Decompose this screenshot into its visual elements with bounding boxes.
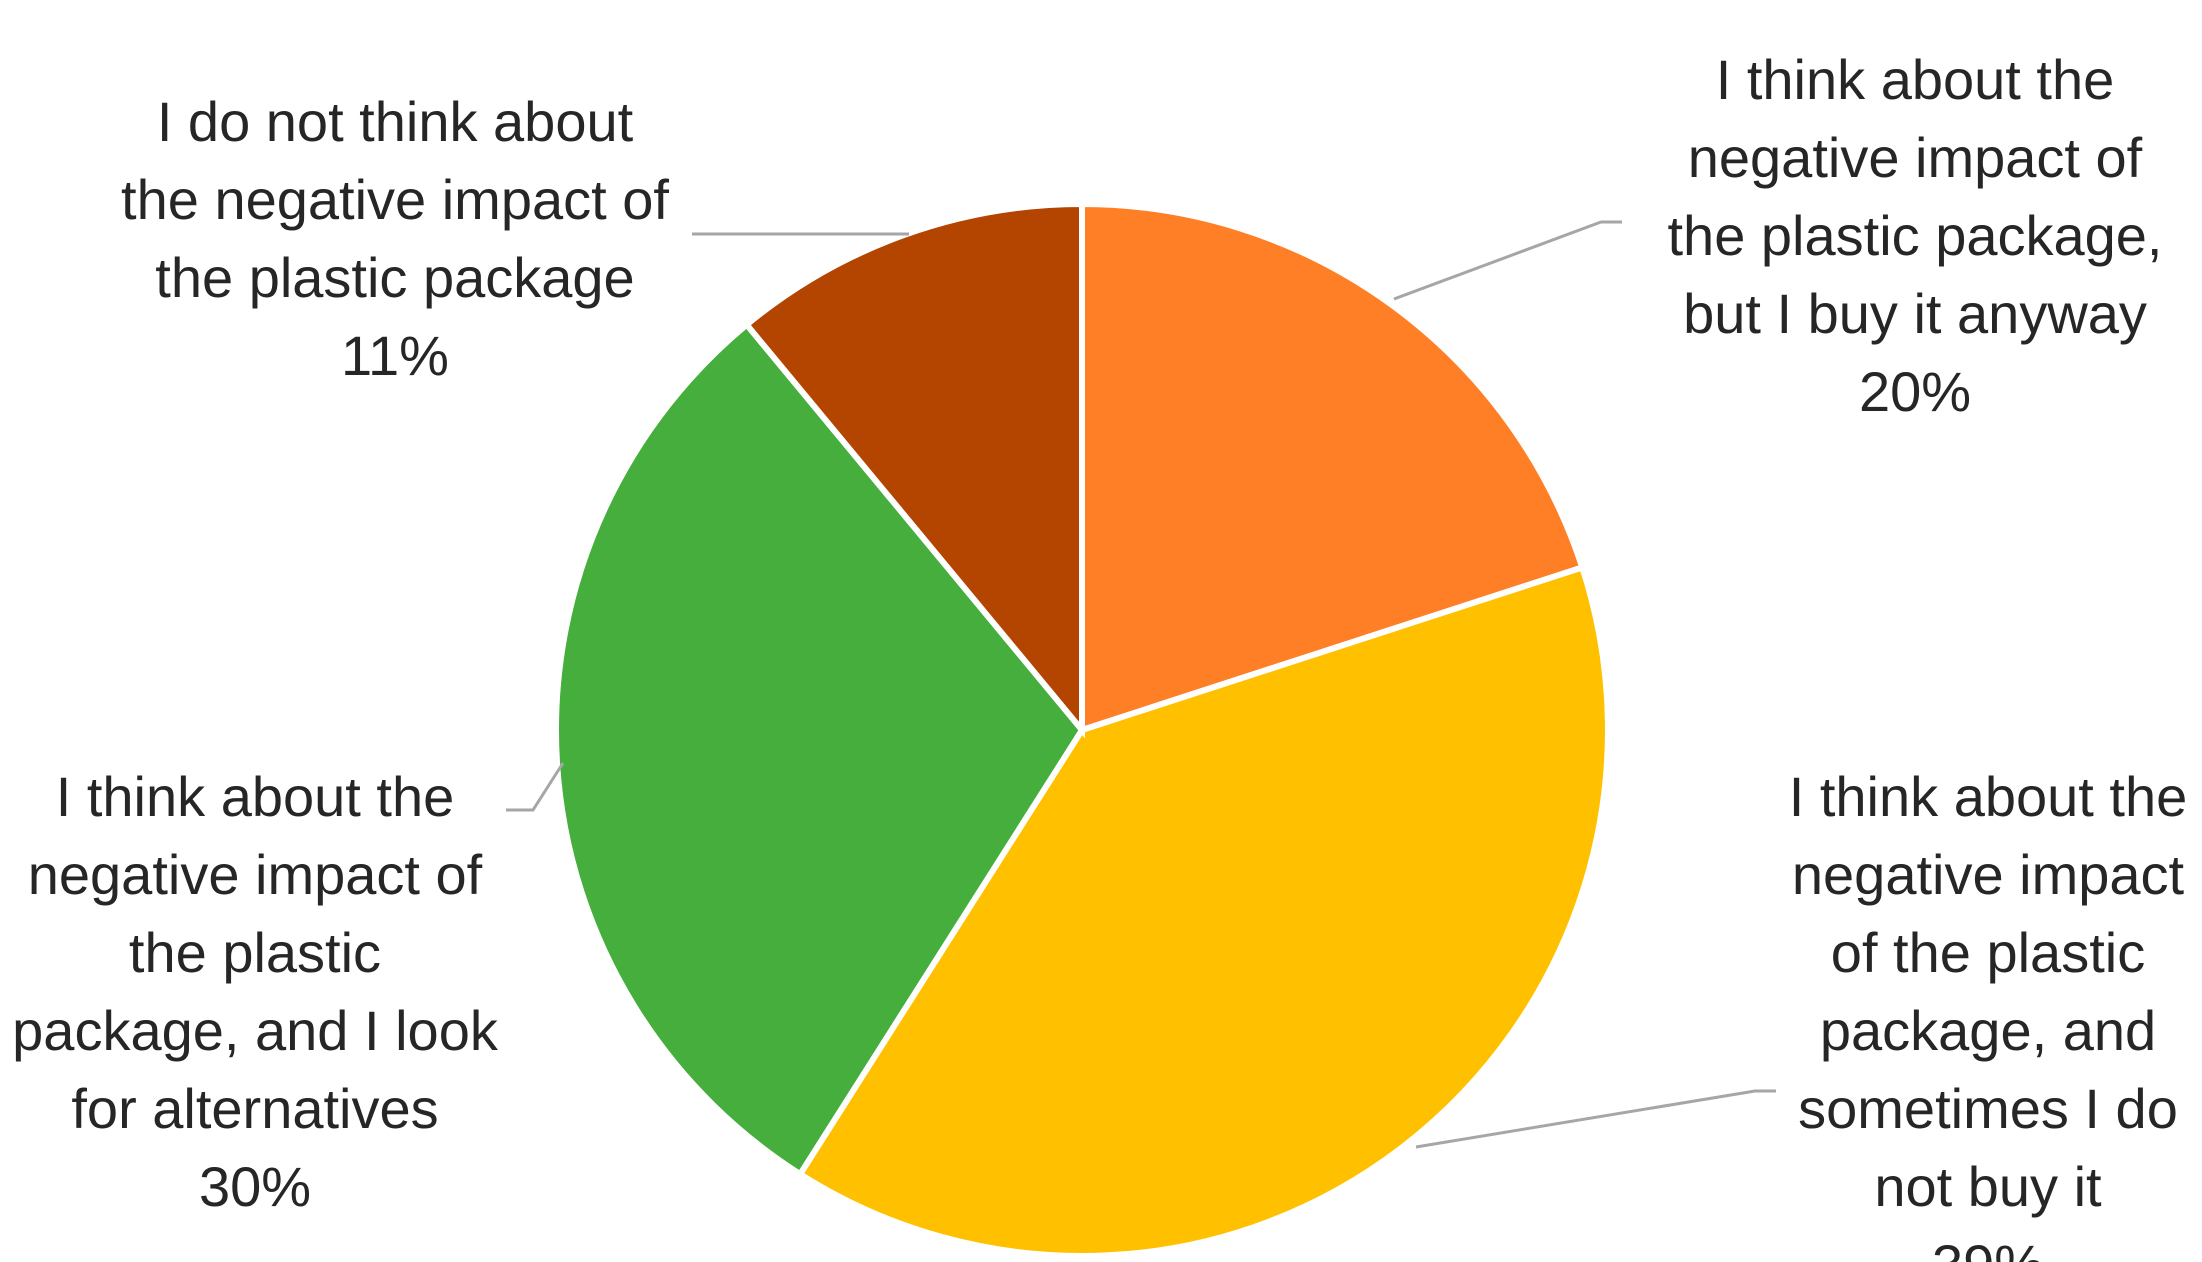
data-label-value: 11% [341, 324, 449, 387]
pie-slice-2 [796, 563, 1611, 1259]
data-label-category-line: package, and I look [12, 999, 499, 1062]
data-label-category-line: negative impact of [1688, 126, 2143, 189]
data-label-category-line: I think about the [1716, 48, 2115, 111]
data-label-4: I do not think about the negative impact … [121, 90, 669, 387]
leader-lines [506, 220, 1776, 1149]
leader-line-2 [1415, 1089, 1776, 1149]
data-label-category-line: the plastic [129, 921, 381, 984]
data-label-1: I think about the negative impact of the p… [1668, 48, 2163, 423]
data-label-value: 30% [199, 1155, 311, 1218]
leader-line-3 [506, 762, 565, 812]
data-label-category-line: the plastic package [155, 246, 634, 309]
data-label-category-line: but I buy it anyway [1683, 282, 2147, 345]
data-label-category-line: the plastic package, [1668, 204, 2163, 267]
data-label-category-line: not buy it [1874, 1155, 2102, 1218]
data-label-category-line: negative impact of [28, 843, 483, 906]
data-label-category-line: I think about the [56, 765, 455, 828]
data-label-category-line: I do not think about [157, 90, 634, 153]
data-label-category-line: for alternatives [71, 1077, 438, 1140]
pie-slices [553, 200, 1611, 1259]
data-label-category-line: I think about the [1789, 765, 2188, 828]
data-label-category-line: sometimes I do [1798, 1077, 2178, 1140]
pie-slice-3 [553, 320, 1086, 1179]
data-label-value: 20% [1859, 360, 1971, 423]
data-label-category-line: of the plastic [1831, 921, 2145, 984]
data-label-3: I think about the negative impact of the p… [12, 765, 499, 1218]
leader-line-1 [1393, 220, 1622, 301]
data-label-category-line: the negative impact of [121, 168, 669, 231]
data-labels: I think about the negative impact of the p… [12, 48, 2187, 1262]
data-label-value: 39% [1932, 1233, 2044, 1262]
pie-slice-1 [1079, 200, 1587, 735]
data-label-category-line: negative impact [1792, 843, 2185, 906]
data-label-2: I think about the negative impact of the p… [1789, 765, 2188, 1262]
data-label-category-line: package, and [1820, 999, 2156, 1062]
